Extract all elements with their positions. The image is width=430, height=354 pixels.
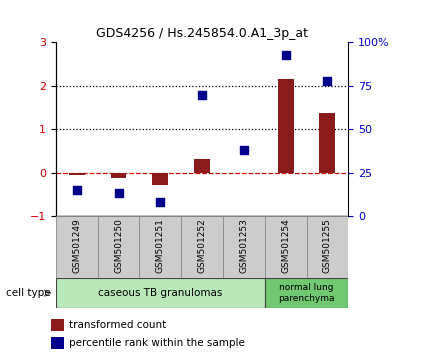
Point <box>157 199 164 205</box>
Bar <box>51 319 64 331</box>
Point <box>74 187 80 193</box>
Point <box>115 190 122 195</box>
Bar <box>56 278 265 308</box>
Bar <box>181 216 223 278</box>
Text: cell type: cell type <box>6 288 51 298</box>
Text: percentile rank within the sample: percentile rank within the sample <box>69 338 245 348</box>
Bar <box>278 79 294 172</box>
Text: GSM501253: GSM501253 <box>240 218 249 273</box>
Bar <box>69 172 85 175</box>
Text: GSM501255: GSM501255 <box>323 218 332 273</box>
Bar <box>307 216 348 278</box>
Bar <box>111 172 126 178</box>
Point <box>240 147 247 153</box>
Text: GSM501251: GSM501251 <box>156 218 165 273</box>
Bar <box>139 216 181 278</box>
Bar <box>265 278 348 308</box>
Bar <box>98 216 139 278</box>
Bar <box>319 113 335 172</box>
Bar <box>265 216 307 278</box>
Text: GSM501250: GSM501250 <box>114 218 123 273</box>
Text: GSM501249: GSM501249 <box>72 218 81 273</box>
Bar <box>236 172 252 173</box>
Text: GDS4256 / Hs.245854.0.A1_3p_at: GDS4256 / Hs.245854.0.A1_3p_at <box>96 27 308 40</box>
Text: transformed count: transformed count <box>69 320 166 330</box>
Bar <box>56 216 98 278</box>
Bar <box>223 216 265 278</box>
Text: GSM501254: GSM501254 <box>281 218 290 273</box>
Text: caseous TB granulomas: caseous TB granulomas <box>98 288 222 298</box>
Bar <box>194 159 210 172</box>
Bar <box>152 172 168 185</box>
Point <box>199 92 206 97</box>
Bar <box>51 337 64 349</box>
Point <box>324 78 331 84</box>
Text: GSM501252: GSM501252 <box>198 218 206 273</box>
Point <box>282 52 289 57</box>
Text: normal lung
parenchyma: normal lung parenchyma <box>278 283 335 303</box>
